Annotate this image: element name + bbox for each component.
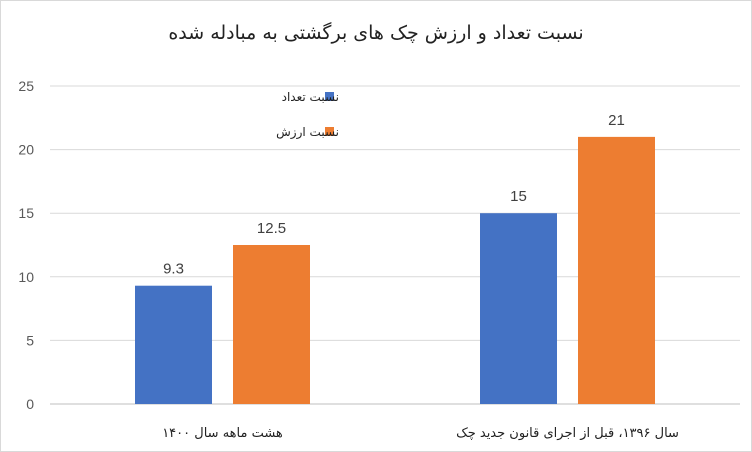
y-tick-label: 15 (18, 205, 34, 221)
legend-swatch (325, 127, 334, 136)
chart-title: نسبت تعداد و ارزش چک های برگشتی به مبادل… (168, 22, 584, 44)
bar (233, 245, 310, 404)
data-label: 12.5 (257, 220, 286, 237)
data-label: 21 (608, 112, 625, 129)
data-label: 9.3 (163, 261, 184, 278)
category-label: هشت ماهه سال ۱۴۰۰ (162, 426, 283, 441)
legend-label: نسبت تعداد (282, 90, 339, 104)
category-label: سال ۱۳۹۶، قبل از اجرای قانون جدید چک (456, 426, 679, 441)
y-tick-label: 25 (18, 78, 34, 94)
legend-swatch (325, 92, 334, 101)
data-label: 15 (510, 188, 527, 205)
y-tick-label: 20 (18, 142, 34, 158)
y-tick-label: 5 (26, 332, 34, 348)
bar (480, 213, 557, 404)
bar (578, 136, 655, 404)
y-tick-label: 0 (26, 396, 34, 412)
legend-label: نسبت ارزش (276, 125, 339, 140)
bar (135, 285, 212, 404)
y-tick-label: 10 (18, 269, 34, 285)
